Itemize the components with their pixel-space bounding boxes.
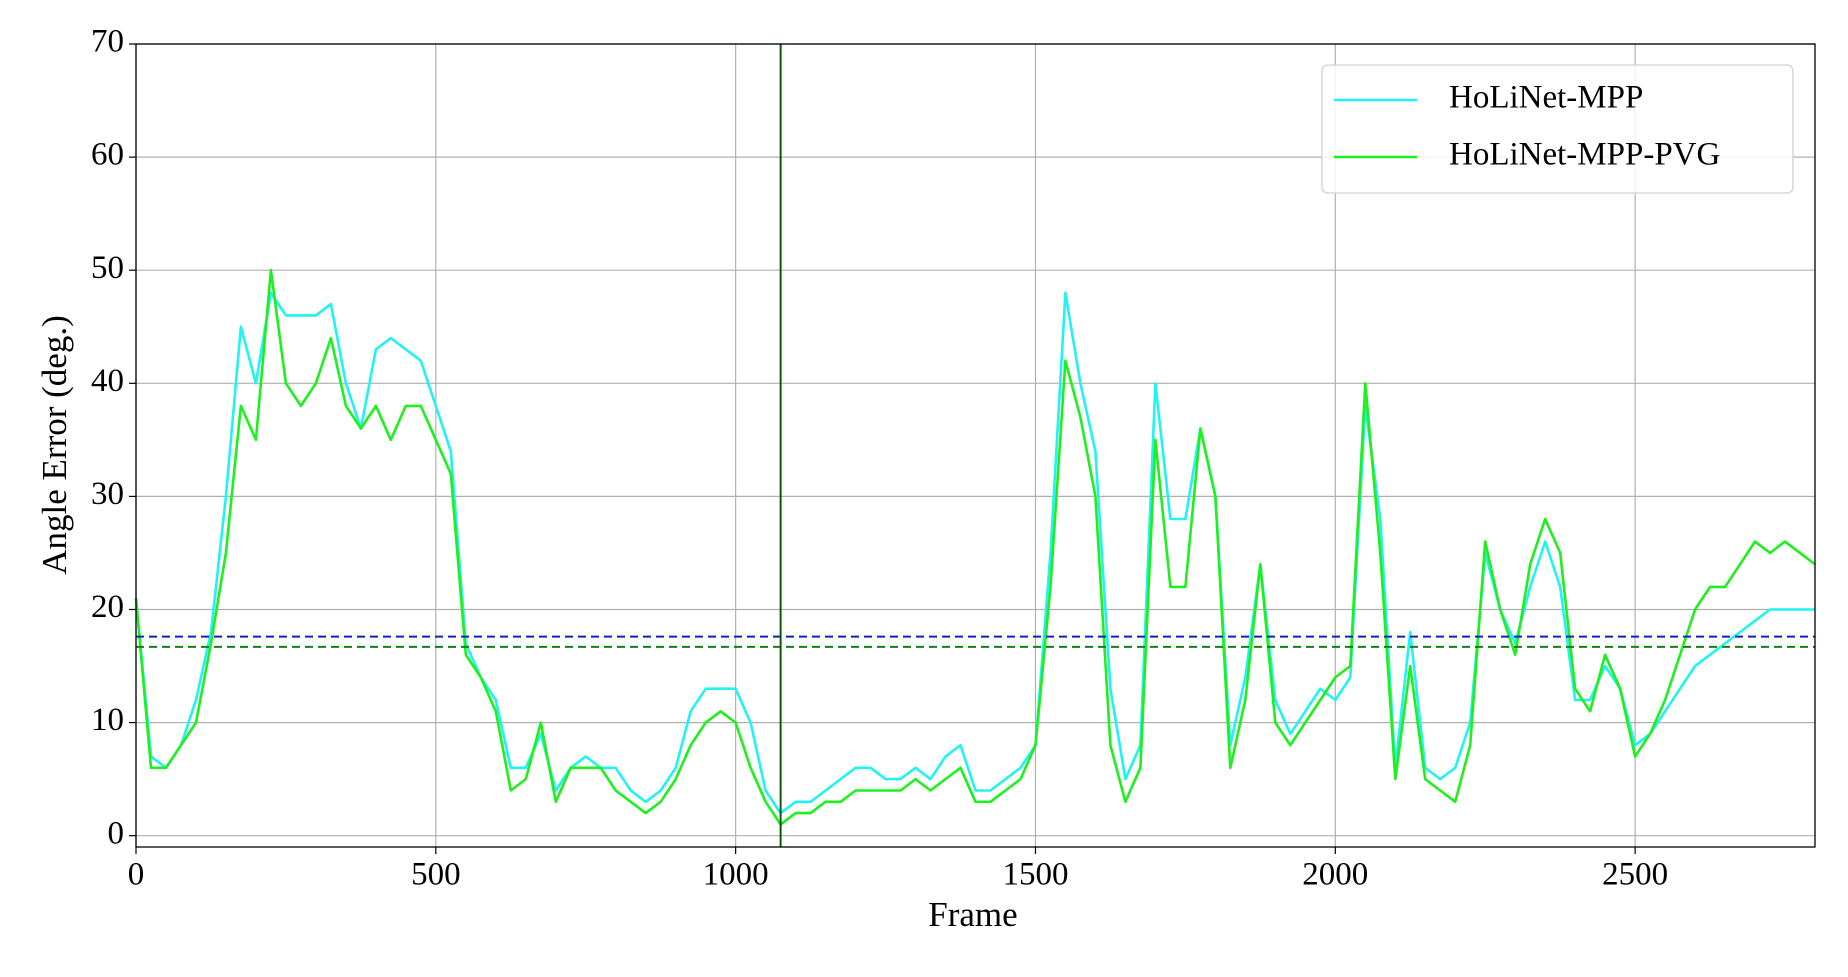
- plot-frame: [135, 43, 1816, 848]
- y-tick-label: 10: [91, 702, 124, 738]
- x-tick-label: 0: [128, 857, 145, 893]
- x-tick-label: 1000: [703, 857, 769, 893]
- y-tick-label: 40: [91, 363, 124, 399]
- x-tick-label: 500: [411, 857, 461, 893]
- x-axis-label: Frame: [928, 895, 1017, 934]
- y-tick-label: 50: [91, 250, 124, 286]
- x-tick-label: 2500: [1602, 857, 1668, 893]
- y-tick-label: 60: [91, 137, 124, 173]
- legend-label: HoLiNet-MPP-PVG: [1449, 137, 1720, 173]
- series-line: [134, 291, 1815, 815]
- legend-label: HoLiNet-MPP: [1449, 80, 1643, 116]
- series-line: [134, 268, 1816, 826]
- x-tick-label: 1500: [1002, 857, 1068, 893]
- y-tick-label: 20: [91, 589, 124, 625]
- y-tick-label: 70: [91, 24, 124, 60]
- y-axis-label: Angle Error (deg.): [35, 315, 74, 574]
- y-tick-label: 0: [108, 815, 125, 851]
- legend-box: [1321, 64, 1794, 194]
- y-tick-label: 30: [91, 476, 124, 512]
- x-tick-label: 2000: [1302, 857, 1368, 893]
